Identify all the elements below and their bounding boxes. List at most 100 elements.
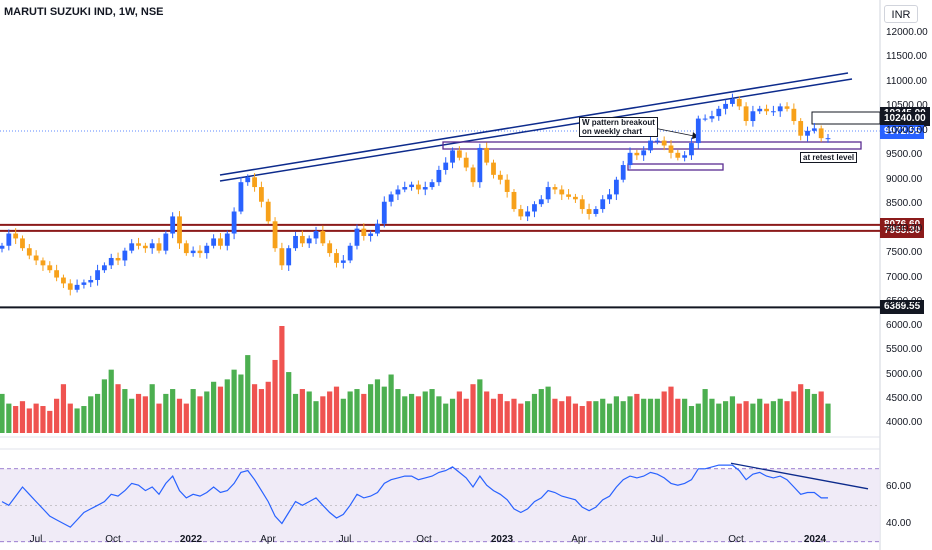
candle-body	[818, 128, 824, 139]
volume-bar	[784, 401, 790, 433]
candle-body	[695, 118, 701, 144]
candle-body	[108, 257, 114, 266]
candle-body	[805, 130, 810, 136]
candle-body	[47, 265, 53, 271]
retest-annotation[interactable]: at retest level	[800, 152, 858, 163]
volume-bar	[695, 403, 701, 433]
candle-body	[586, 209, 592, 214]
volume-bar	[456, 391, 462, 433]
candle-body	[620, 165, 626, 180]
candle-body	[272, 221, 278, 249]
candle-body	[491, 162, 496, 175]
candle-body	[129, 243, 135, 251]
volume-bars	[0, 326, 831, 433]
candle-body	[641, 150, 647, 156]
volume-bar	[313, 401, 319, 433]
candle-body	[566, 194, 571, 197]
candle-body	[600, 199, 606, 210]
volume-bar	[142, 396, 148, 433]
volume-bar	[654, 398, 660, 433]
candle-body	[743, 106, 749, 122]
candle-body	[388, 194, 394, 202]
volume-bar	[211, 381, 217, 433]
chart-background	[0, 0, 881, 550]
volume-bar	[149, 384, 155, 433]
candle-body	[61, 277, 66, 284]
candle-body	[327, 243, 333, 254]
candle-body	[26, 248, 32, 256]
volume-bar	[67, 403, 73, 433]
candle-body	[791, 108, 797, 122]
price-tag: 9972.55	[880, 125, 925, 140]
volume-bar	[54, 398, 60, 433]
candle-body	[784, 106, 790, 109]
time-axis-tick: Jul	[650, 534, 664, 545]
volume-axis-tick: 5500.00	[886, 344, 923, 356]
candle-body	[347, 245, 353, 261]
candle-body	[723, 103, 729, 109]
volume-bar	[190, 389, 196, 433]
candle-body	[634, 152, 640, 156]
candle-body	[252, 177, 257, 188]
w-pattern-base-box	[627, 163, 724, 171]
volume-bar	[13, 406, 19, 433]
candle-body	[340, 260, 346, 263]
candle-body	[559, 189, 565, 195]
volume-bar	[791, 391, 797, 433]
price-axis-tick: 9000.00	[886, 173, 923, 185]
volume-axis-tick: 4500.00	[886, 392, 923, 404]
volume-bar	[763, 403, 770, 433]
volume-bar	[238, 374, 244, 433]
candle-body	[286, 248, 292, 266]
candle-body	[689, 143, 694, 156]
volume-bar	[156, 403, 162, 433]
volume-bar	[101, 379, 107, 433]
volume-axis-tick: 5000.00	[886, 368, 923, 380]
volume-bar	[231, 369, 237, 433]
volume-bar	[497, 393, 503, 433]
candle-body	[477, 147, 483, 183]
volume-bar	[422, 391, 428, 433]
volume-bar	[606, 403, 613, 433]
volume-bar	[565, 396, 572, 433]
candle-body	[320, 231, 326, 244]
volume-bar	[204, 391, 210, 433]
volume-bar	[320, 396, 326, 433]
candle-body	[293, 235, 298, 249]
candle-body	[777, 106, 783, 112]
currency-button[interactable]: INR	[884, 5, 918, 23]
w-pattern-annotation[interactable]: W pattern breakout on weekly chart	[579, 117, 658, 137]
candle-body	[204, 245, 210, 254]
volume-bar	[224, 379, 230, 433]
upper-trendline	[219, 72, 849, 176]
candle-body	[525, 211, 531, 217]
candle-body	[675, 152, 681, 158]
volume-bar	[518, 403, 524, 433]
candle-body	[736, 99, 742, 107]
volume-bar	[347, 391, 353, 433]
candle-body	[238, 182, 244, 212]
candle-body	[170, 216, 176, 234]
volume-bar	[306, 391, 312, 433]
volume-bar	[361, 393, 367, 433]
time-axis-tick: Jul	[29, 534, 43, 545]
volume-bar	[74, 408, 80, 433]
volume-bar	[333, 386, 340, 433]
volume-bar	[449, 398, 456, 433]
candle-body	[395, 189, 401, 195]
volume-axis-tick: 6000.00	[886, 320, 923, 331]
volume-bar	[804, 389, 811, 433]
price-axis-tick: 10000.00	[886, 124, 928, 136]
volume-bar	[559, 401, 565, 433]
candle-body	[750, 111, 756, 122]
symbol-title[interactable]: MARUTI SUZUKI IND, 1W, NSE	[4, 6, 164, 18]
time-axis-tick: 2022	[179, 534, 203, 545]
volume-bar	[443, 403, 449, 433]
volume-bar	[463, 398, 469, 433]
w-pattern-annotation-line1: W pattern breakout	[582, 118, 655, 127]
volume-bar	[163, 393, 169, 433]
volume-bar	[122, 389, 128, 433]
candle-body	[484, 147, 490, 163]
volume-bar	[265, 381, 271, 433]
price-axis-tick: 11000.00	[886, 75, 927, 87]
